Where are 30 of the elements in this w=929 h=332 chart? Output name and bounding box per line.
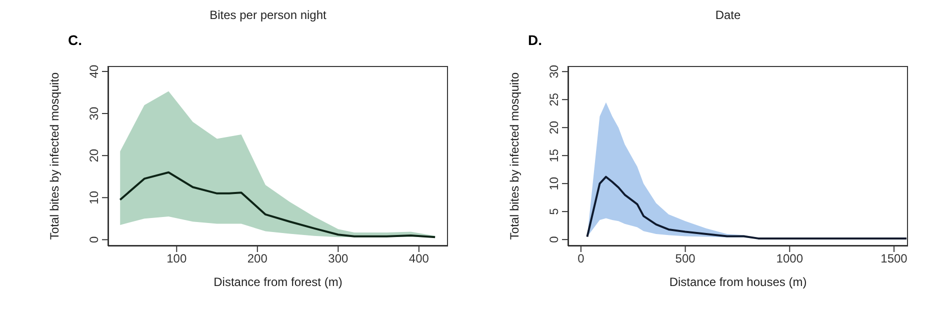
y-tick-label: 30 bbox=[547, 64, 561, 78]
y-tick-label: 5 bbox=[547, 208, 561, 215]
text: Bites per person night bbox=[208, 8, 328, 24]
x-tick-label: 1500 bbox=[880, 252, 908, 266]
y-tick-label: 25 bbox=[547, 92, 561, 106]
y-tick-label: 15 bbox=[547, 148, 561, 162]
y-axis-title: Total bites by infected mosquito bbox=[507, 72, 522, 240]
y-tick-label: 30 bbox=[87, 106, 101, 120]
y-tick-label: 20 bbox=[87, 148, 101, 162]
y-tick-label: 10 bbox=[547, 176, 561, 190]
y-tick-label: 0 bbox=[547, 236, 561, 243]
text: Date bbox=[714, 8, 742, 24]
x-tick-label: 400 bbox=[408, 252, 430, 266]
x-tick-label: 500 bbox=[675, 252, 696, 266]
x-tick-label: 1000 bbox=[776, 252, 804, 266]
x-axis-title: Distance from forest (m) bbox=[214, 275, 342, 289]
x-tick-label: 0 bbox=[578, 252, 585, 266]
y-tick-label: 0 bbox=[87, 236, 101, 244]
y-tick-label: 40 bbox=[87, 64, 101, 78]
x-axis-title: Distance from houses (m) bbox=[669, 275, 807, 289]
chart-title: C. bbox=[67, 32, 83, 50]
line-series bbox=[119, 171, 436, 238]
y-axis-title: Total bites by infected mosquito bbox=[47, 72, 62, 240]
y-tick-label: 10 bbox=[87, 190, 101, 204]
x-tick-label: 100 bbox=[166, 252, 187, 266]
chart-title: D. bbox=[527, 32, 543, 50]
y-tick-label: 20 bbox=[547, 120, 561, 134]
x-tick-label: 200 bbox=[247, 252, 268, 266]
line-series bbox=[586, 176, 908, 240]
x-tick-label: 300 bbox=[328, 252, 348, 266]
